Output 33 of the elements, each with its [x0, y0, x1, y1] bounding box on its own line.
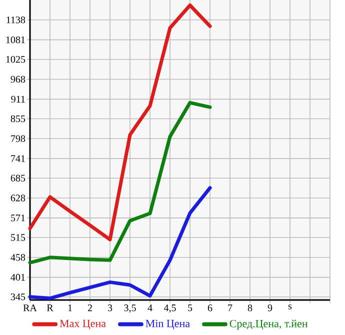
line-series — [28, 3, 212, 242]
y-tick-label: 685 — [10, 174, 26, 182]
x-tick-label: 6 — [208, 304, 212, 312]
x-tick-label: 5 — [188, 304, 192, 312]
x-tick-label: 9 — [268, 304, 272, 312]
y-tick-label: 458 — [10, 254, 26, 261]
y-tick-label: 911 — [11, 96, 25, 103]
x-tick-label: 4 — [148, 304, 152, 312]
y-tick-label: 345 — [10, 294, 26, 300]
y-tick-label: 741 — [11, 155, 25, 162]
x-tick-label: 3,5 — [124, 304, 136, 313]
y-tick-label: 628 — [10, 194, 26, 202]
y-tick-label: 855 — [10, 115, 26, 122]
y-tick-label: 515 — [11, 234, 26, 241]
y-tick-label: 571 — [11, 214, 25, 222]
x-tick-label: 4,5 — [164, 304, 176, 313]
y-tick-label: 1025 — [6, 56, 26, 63]
y-tick-label: 968 — [10, 76, 26, 83]
legend-label: Сред.Цена, т.йен — [230, 320, 308, 330]
y-tick-label: 1081 — [6, 36, 25, 44]
y-tick-label: 798 — [11, 135, 26, 142]
x-tick-label: 7 — [228, 304, 232, 312]
x-tick-label: 2 — [88, 304, 92, 312]
x-tick-label: s — [288, 304, 292, 310]
x-tick-label: RA — [23, 304, 37, 312]
x-tick-label: 1 — [68, 304, 72, 312]
legend-label: Min Цена — [146, 320, 190, 330]
legend-label: Max Цена — [60, 320, 106, 330]
x-tick-label: 3 — [108, 304, 112, 312]
y-tick-label: 401 — [10, 274, 25, 281]
x-tick-label: R — [46, 304, 54, 312]
x-tick-label: 8 — [248, 304, 252, 312]
y-tick-label: 1138 — [6, 16, 26, 24]
